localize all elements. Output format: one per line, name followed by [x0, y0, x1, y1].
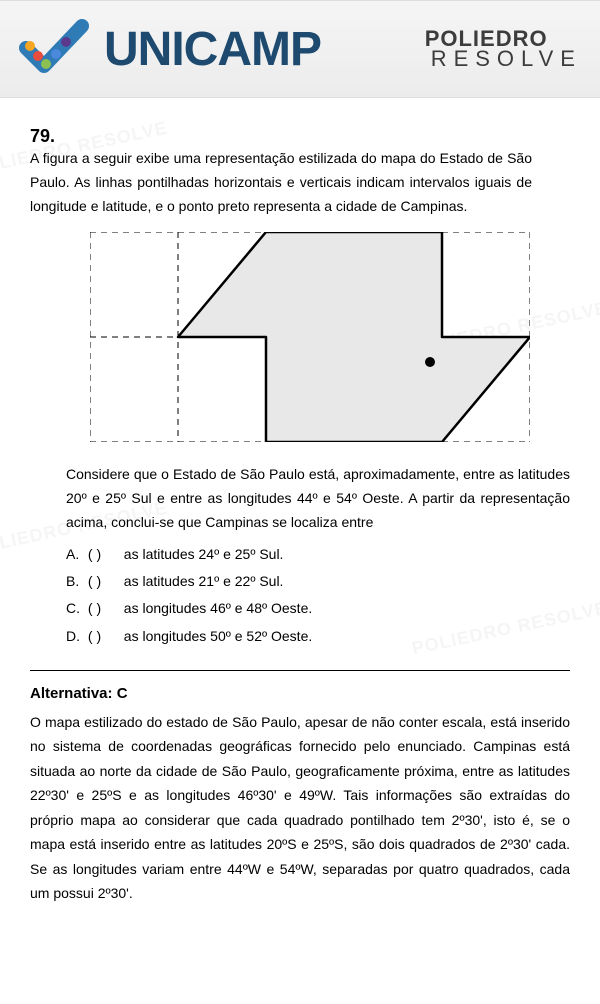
option-a: A. ( ) as latitudes 24º e 25º Sul. — [66, 541, 570, 568]
option-paren: ( ) — [88, 623, 120, 650]
poliedro-bottom-text: RESOLVE — [431, 49, 582, 69]
question-text: A figura a seguir exibe uma representaçã… — [30, 147, 532, 218]
answer-heading: Alternativa: C — [30, 685, 570, 702]
separator-line — [30, 670, 570, 671]
option-paren: ( ) — [88, 595, 120, 622]
option-d: D. ( ) as longitudes 50º e 52º Oeste. — [66, 623, 570, 650]
question-number: 79. — [30, 126, 64, 147]
map-figure — [90, 232, 570, 447]
poliedro-brand: POLIEDRO RESOLVE — [425, 29, 582, 69]
option-b: B. ( ) as latitudes 21º e 22º Sul. — [66, 568, 570, 595]
option-label: C. — [66, 595, 84, 622]
question-block: 79. A figura a seguir exibe uma represen… — [30, 126, 570, 906]
content-area: POLIEDRO RESOLVE POLIEDRO RESOLVE POLIED… — [0, 98, 600, 926]
answer-body: O mapa estilizado do estado de São Paulo… — [30, 710, 570, 906]
option-text: as latitudes 24º e 25º Sul. — [124, 546, 284, 562]
option-text: as latitudes 21º e 22º Sul. — [124, 573, 284, 589]
page-header: UNICAMP POLIEDRO RESOLVE — [0, 0, 600, 98]
option-c: C. ( ) as longitudes 46º e 48º Oeste. — [66, 595, 570, 622]
options-list: A. ( ) as latitudes 24º e 25º Sul. B. ( … — [66, 541, 570, 650]
unicamp-title: UNICAMP — [104, 22, 321, 77]
map-diagram-svg — [90, 232, 530, 442]
option-label: A. — [66, 541, 84, 568]
option-text: as longitudes 46º e 48º Oeste. — [124, 600, 312, 616]
logo-checkmark-icon — [18, 18, 90, 80]
question-continue: Considere que o Estado de São Paulo está… — [66, 463, 570, 534]
option-label: B. — [66, 568, 84, 595]
option-label: D. — [66, 623, 84, 650]
option-paren: ( ) — [88, 568, 120, 595]
option-paren: ( ) — [88, 541, 120, 568]
option-text: as longitudes 50º e 52º Oeste. — [124, 628, 312, 644]
